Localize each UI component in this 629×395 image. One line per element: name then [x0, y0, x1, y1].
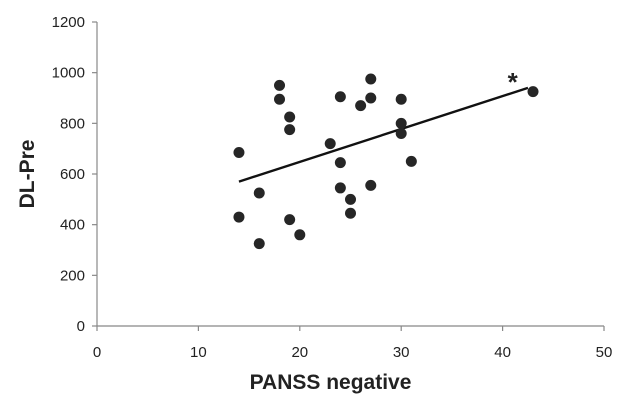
y-tick-label: 800	[60, 115, 85, 132]
data-point-19	[365, 179, 377, 191]
data-point-2	[253, 187, 265, 199]
y-axis-title: DL-Pre	[16, 140, 39, 209]
data-point-18	[365, 92, 377, 104]
data-point-22	[395, 127, 407, 139]
data-point-21	[395, 117, 407, 129]
y-tick-label: 1000	[52, 65, 85, 82]
trendline-layer	[238, 86, 529, 183]
data-point-5	[274, 93, 286, 105]
data-point-3	[253, 238, 265, 250]
x-tick-label: 10	[190, 344, 207, 361]
y-tick-label: 200	[60, 267, 85, 284]
data-point-7	[284, 124, 296, 136]
data-point-6	[284, 111, 296, 123]
y-tick-label: 1200	[52, 14, 85, 31]
data-point-4	[274, 79, 286, 91]
y-tick-label: 0	[77, 318, 85, 335]
data-point-17	[365, 73, 377, 85]
data-point-0	[233, 146, 245, 158]
x-tick-label: 40	[494, 344, 511, 361]
trendline	[238, 86, 529, 183]
data-point-24	[527, 86, 539, 98]
data-point-1	[233, 211, 245, 223]
x-axis-title: PANSS negative	[250, 371, 412, 394]
x-tick-label: 50	[596, 344, 613, 361]
x-tick-label: 0	[93, 344, 101, 361]
data-point-20	[395, 93, 407, 105]
data-point-14	[345, 193, 356, 205]
data-point-15	[345, 207, 356, 219]
significance-annotation: *	[508, 67, 519, 97]
data-point-11	[334, 91, 346, 103]
axes	[92, 21, 605, 331]
x-tick-label: 20	[291, 344, 308, 361]
data-point-8	[284, 214, 296, 226]
y-tick-label: 400	[60, 217, 85, 234]
data-point-13	[334, 182, 346, 194]
x-tick-label: 30	[393, 344, 410, 361]
points-layer	[233, 73, 539, 250]
data-point-12	[334, 157, 346, 169]
labels-layer: 0 200 400 600 800 1000 1200 0 10 20 30 40 50 PANSS ne…	[16, 14, 612, 394]
data-point-10	[324, 138, 336, 150]
data-point-23	[405, 155, 417, 167]
data-point-9	[294, 229, 306, 241]
data-point-16	[355, 100, 367, 112]
y-tick-label: 600	[60, 166, 85, 183]
